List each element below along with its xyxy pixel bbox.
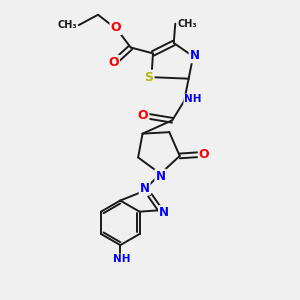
Text: CH₃: CH₃	[58, 20, 77, 30]
Text: N: N	[140, 182, 150, 194]
Text: NH: NH	[113, 254, 130, 264]
Text: CH₃: CH₃	[178, 19, 197, 29]
Text: N: N	[159, 206, 169, 219]
Text: NH: NH	[184, 94, 202, 104]
Text: S: S	[145, 71, 154, 84]
Text: O: O	[110, 21, 121, 34]
Text: O: O	[199, 148, 209, 161]
Text: O: O	[138, 109, 148, 122]
Text: N: N	[155, 170, 165, 183]
Text: O: O	[108, 56, 119, 69]
Text: N: N	[190, 49, 200, 62]
